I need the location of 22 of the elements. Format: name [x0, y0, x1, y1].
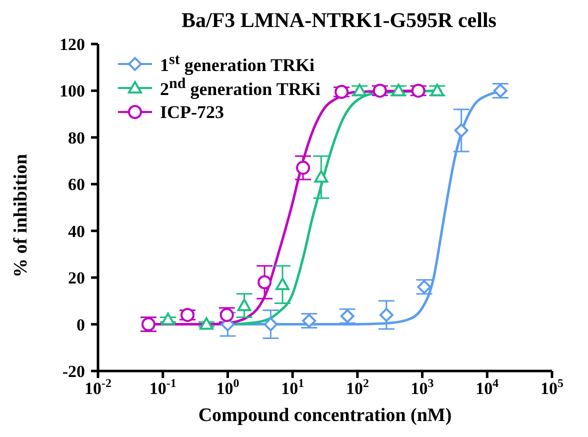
- x-tick-label: 10$^{2}$: [346, 376, 369, 398]
- x-axis-title: Compound concentration (nM): [198, 405, 452, 426]
- legend-label: 2$^{nd}$ generation TRKi: [160, 76, 320, 100]
- x-tick-label: 10$^{0}$: [216, 376, 240, 398]
- y-tick-label: 120: [60, 35, 85, 54]
- x-tick-label: 10$^{5}$: [540, 376, 564, 398]
- legend-label: ICP-723: [160, 102, 224, 122]
- x-tick-label: 10$^{3}$: [410, 376, 434, 398]
- x-tick-label: 10$^{-2}$: [84, 376, 112, 398]
- y-tick-label: 60: [68, 175, 85, 194]
- y-tick-label: -20: [62, 362, 85, 381]
- y-axis-title: % of inhibition: [10, 154, 32, 278]
- y-tick-label: 100: [60, 82, 85, 101]
- chart-title: Ba/F3 LMNA-NTRK1-G595R cells: [180, 8, 498, 34]
- y-tick-label: 40: [68, 222, 85, 241]
- legend-label: 1$^{st}$ generation TRKi: [160, 52, 315, 76]
- x-tick-label: 10$^{4}$: [476, 376, 499, 398]
- x-tick-label: 10$^{-1}$: [149, 376, 176, 398]
- x-tick-label: 10$^{1}$: [281, 376, 304, 398]
- y-tick-label: 20: [68, 268, 85, 288]
- y-tick-label: 80: [68, 128, 85, 148]
- y-tick-label: 0: [76, 315, 85, 334]
